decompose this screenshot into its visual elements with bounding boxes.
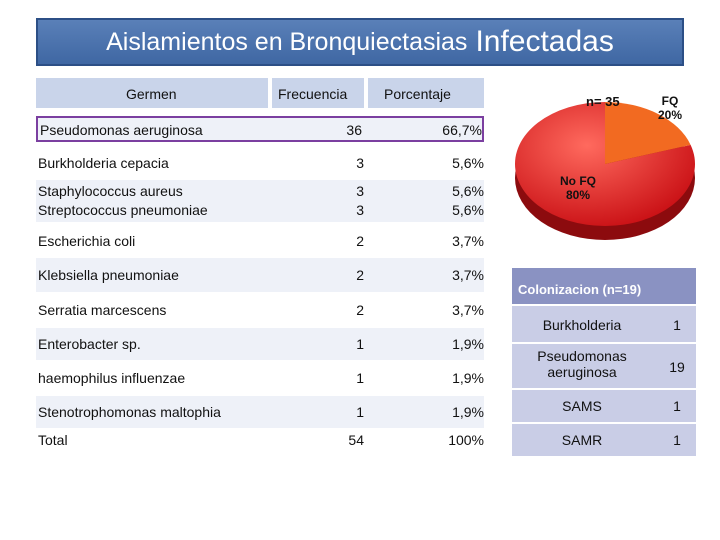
table-row: Enterobacter sp. 1 1,9%	[36, 328, 484, 360]
slide-title: Aislamientos en Bronquiectasias Infectad…	[36, 18, 684, 66]
table-row: Burkholderia cepacia 3 5,6%	[36, 150, 484, 176]
pie-label-no-fq: No FQ 80%	[560, 174, 596, 202]
pie-slice-fq	[605, 102, 691, 164]
colonization-row: SAMR 1	[512, 424, 696, 458]
header-germ: Germen	[36, 78, 268, 108]
pie-svg	[515, 102, 695, 240]
pie-n-label: n= 35	[586, 94, 620, 109]
table-row: Staphylococcus aureus 3 5,6% Streptococc…	[36, 180, 484, 222]
table-row: Serratia marcescens 2 3,7%	[36, 294, 484, 326]
header-pct: Porcentaje	[368, 78, 484, 108]
colonization-header: Colonizacion (n=19)	[512, 268, 696, 304]
table-row: Stenotrophomonas maltophia 1 1,9%	[36, 396, 484, 428]
colonization-row: Burkholderia 1	[512, 306, 696, 344]
header-freq: Frecuencia	[272, 78, 364, 108]
table-row: Escherichia coli 2 3,7%	[36, 226, 484, 256]
pie-chart: n= 35 FQ 20% No FQ 80%	[500, 78, 710, 248]
title-main: Aislamientos en Bronquiectasias	[106, 27, 468, 56]
pie-label-fq: FQ 20%	[658, 94, 683, 122]
table-row: Pseudomonas aeruginosa 36 66,7%	[36, 116, 484, 142]
table-total-row: Total 54 100%	[36, 430, 484, 452]
colonization-row: SAMS 1	[512, 390, 696, 424]
title-emphasis: Infectadas	[475, 25, 614, 58]
colonization-row: Pseudomonas aeruginosa 19	[512, 344, 696, 390]
table-row: haemophilus influenzae 1 1,9%	[36, 362, 484, 394]
table-row: Klebsiella pneumoniae 2 3,7%	[36, 258, 484, 292]
